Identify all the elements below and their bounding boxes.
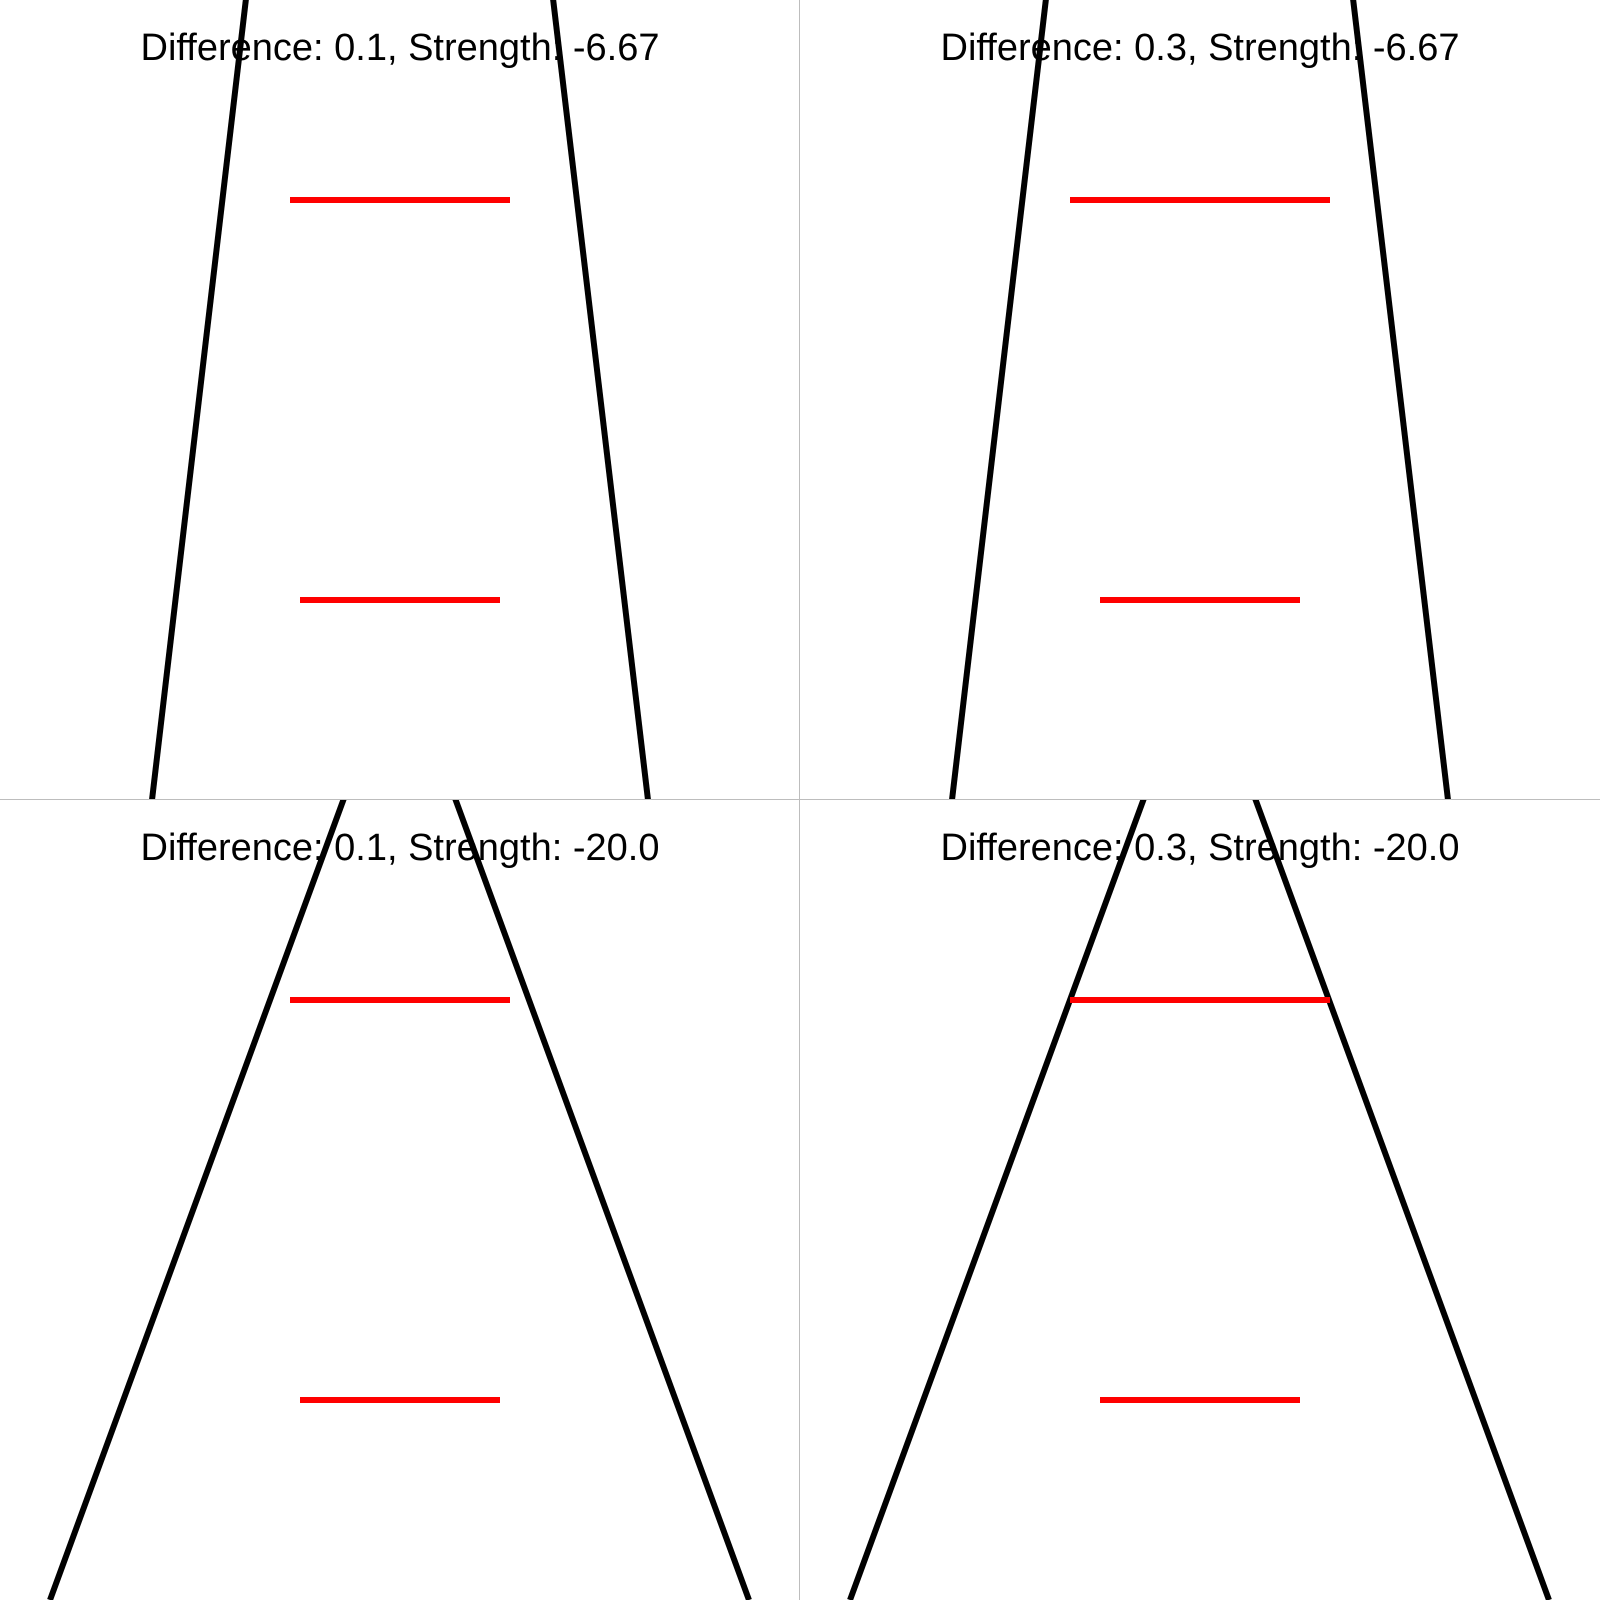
panel-drawing: Difference: 0.3, Strength: -6.67 (941, 0, 1460, 800)
converging-line-left (47, 800, 347, 1600)
illusion-panel-1: Difference: 0.1, Strength: -6.67 (0, 0, 800, 800)
converging-line-left (949, 0, 1049, 800)
panel-drawing: Difference: 0.1, Strength: -6.67 (141, 0, 660, 800)
panel-title: Difference: 0.1, Strength: -20.0 (141, 827, 660, 869)
converging-line-right (550, 0, 651, 800)
vertical-divider (799, 0, 800, 1600)
converging-line-left (149, 0, 249, 800)
panel-title: Difference: 0.1, Strength: -6.67 (141, 27, 660, 69)
horizontal-divider (0, 799, 1600, 800)
panel-drawing: Difference: 0.1, Strength: -20.0 (47, 800, 752, 1600)
converging-line-right (1252, 800, 1552, 1600)
illusion-panel-2: Difference: 0.3, Strength: -6.67 (800, 0, 1600, 800)
panel-drawing: Difference: 0.3, Strength: -20.0 (847, 800, 1552, 1600)
converging-line-right (452, 800, 752, 1600)
converging-line-right (1350, 0, 1451, 800)
panel-title: Difference: 0.3, Strength: -20.0 (941, 827, 1460, 869)
illusion-panel-4: Difference: 0.3, Strength: -20.0 (800, 800, 1600, 1600)
converging-line-left (847, 800, 1147, 1600)
illusion-panel-3: Difference: 0.1, Strength: -20.0 (0, 800, 800, 1600)
panel-title: Difference: 0.3, Strength: -6.67 (941, 27, 1460, 69)
